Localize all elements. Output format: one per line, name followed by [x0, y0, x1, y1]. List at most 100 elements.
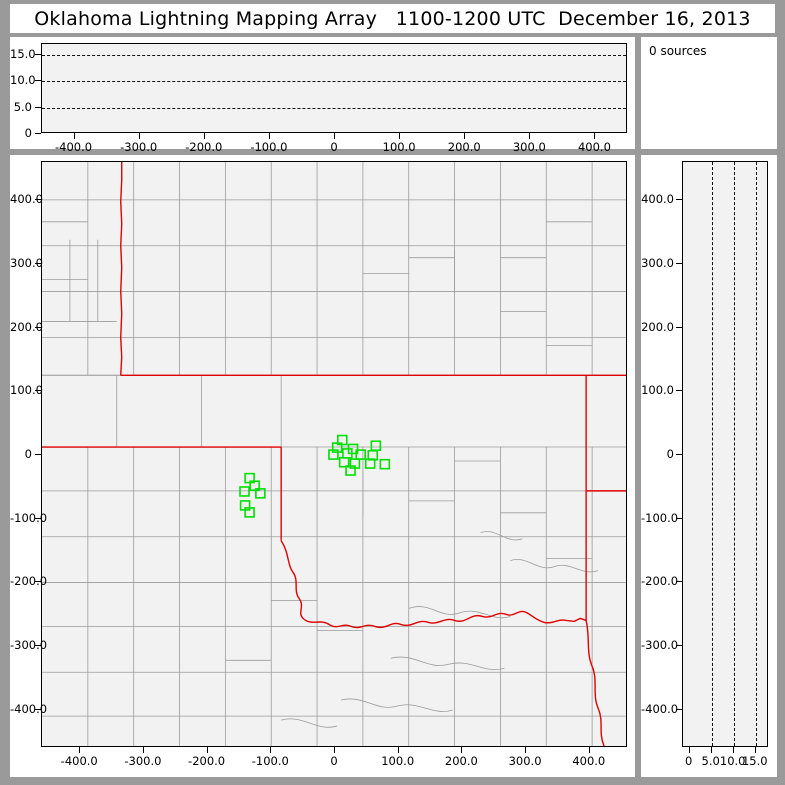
- y-tick: [35, 80, 41, 82]
- y-tick-label: 300.0: [641, 255, 674, 270]
- x-tick-label: -200.0: [188, 754, 226, 768]
- y-tick: [676, 645, 682, 647]
- title-bar: Oklahoma Lightning Mapping Array 1100-12…: [10, 4, 775, 33]
- x-tick: [529, 133, 531, 139]
- x-tick-label: 200.0: [444, 754, 478, 768]
- lightning-source-marker: [355, 449, 366, 460]
- y-tick: [35, 326, 41, 328]
- county-boundaries: [42, 162, 626, 746]
- x-tick: [206, 747, 208, 753]
- y-tick-label: -300.0: [641, 638, 679, 653]
- y-tick-label: 400.0: [641, 192, 674, 207]
- x-tick: [203, 133, 205, 139]
- y-tick-label: -200.0: [641, 574, 679, 589]
- altitude-histogram-plot[interactable]: [682, 161, 768, 747]
- y-tick-label: -400.0: [10, 701, 48, 716]
- y-tick: [676, 708, 682, 710]
- y-tick-label: -100.0: [641, 510, 679, 525]
- x-tick-label: -400.0: [55, 140, 93, 154]
- y-tick-label: 0: [24, 126, 32, 140]
- x-tick-label: 100.0: [381, 754, 415, 768]
- x-tick-label: 5.0: [701, 754, 720, 768]
- x-tick-label: 0: [330, 754, 338, 768]
- x-tick: [732, 747, 734, 753]
- y-tick-label: 0: [24, 447, 32, 461]
- y-tick: [35, 581, 41, 583]
- y-tick: [35, 133, 41, 134]
- x-tick: [268, 133, 270, 139]
- y-tick-label: 100.0: [10, 383, 43, 398]
- sources-count-label: 0 sources: [649, 44, 707, 58]
- y-tick: [676, 199, 682, 201]
- x-tick: [138, 133, 140, 139]
- lightning-source-marker: [239, 486, 250, 497]
- x-tick: [525, 747, 527, 753]
- y-tick: [676, 326, 682, 328]
- time-altitude-panel: 0 5.0 10.0 15.0 -400.0 -300.0 -200.0 -100.0 0 10…: [10, 37, 635, 154]
- lightning-source-marker: [244, 507, 255, 518]
- gridline-vertical: [711, 162, 713, 746]
- lightning-source-marker: [249, 480, 260, 491]
- y-tick-label: 100.0: [641, 383, 674, 398]
- lightning-source-marker: [255, 488, 266, 499]
- page-title: Oklahoma Lightning Mapping Array 1100-12…: [34, 7, 751, 30]
- lightning-source-marker: [370, 440, 382, 452]
- x-tick: [142, 747, 144, 753]
- map-panel: -400.0 -300.0 -200.0 -100.0 0 100.0 200.0 300.0…: [10, 155, 635, 777]
- lightning-source-marker: [338, 456, 350, 468]
- x-tick-label: -400.0: [60, 754, 98, 768]
- y-tick: [35, 708, 41, 710]
- y-tick-label: 10.0: [10, 73, 36, 88]
- x-tick-label: 10.0: [719, 754, 746, 768]
- altitude-histogram-panel: -400.0 -300.0 -200.0 -100.0 0 100.0 200.0 300.0…: [641, 155, 777, 777]
- x-tick-label: 300.0: [508, 754, 542, 768]
- y-tick-label: 400.0: [10, 192, 43, 207]
- x-tick-label: -300.0: [120, 140, 158, 154]
- x-tick-label: 300.0: [512, 140, 546, 154]
- y-tick: [676, 390, 682, 392]
- x-tick-label: 0: [330, 140, 338, 154]
- gridline-vertical: [755, 162, 757, 746]
- x-tick-label: -300.0: [124, 754, 162, 768]
- y-tick: [35, 454, 41, 455]
- x-tick-label: 100.0: [382, 140, 416, 154]
- y-tick-label: -300.0: [10, 638, 48, 653]
- time-altitude-plot[interactable]: [41, 43, 627, 133]
- y-tick: [35, 262, 41, 264]
- gridline-horizontal: [42, 54, 626, 56]
- y-tick-label: -200.0: [10, 574, 48, 589]
- y-tick: [35, 645, 41, 647]
- lightning-source-marker: [345, 465, 356, 476]
- x-tick: [461, 747, 463, 753]
- y-tick-label: -400.0: [641, 701, 679, 716]
- x-tick-label: -100.0: [250, 140, 288, 154]
- x-tick-label: 400.0: [572, 754, 606, 768]
- x-tick: [710, 747, 712, 753]
- x-tick: [688, 747, 690, 753]
- y-tick: [676, 517, 682, 519]
- x-tick-label: -100.0: [251, 754, 289, 768]
- x-tick: [397, 747, 399, 753]
- map-svg: [42, 162, 626, 746]
- map-plot[interactable]: [41, 161, 627, 747]
- lightning-source-marker: [379, 458, 391, 470]
- x-tick: [79, 747, 81, 753]
- y-tick: [35, 390, 41, 392]
- y-tick-label: -100.0: [10, 510, 48, 525]
- y-tick: [35, 517, 41, 519]
- y-tick: [676, 581, 682, 583]
- gridline-horizontal: [42, 81, 626, 83]
- gridline-horizontal: [42, 107, 626, 109]
- x-tick-label: 0: [684, 754, 693, 768]
- state-boundaries: [42, 162, 626, 746]
- y-tick: [676, 454, 682, 455]
- y-tick-label: 200.0: [641, 319, 674, 334]
- x-tick: [334, 133, 335, 139]
- sources-panel: 0 sources: [641, 37, 777, 149]
- lightning-source-marker: [364, 458, 376, 469]
- x-tick: [464, 133, 466, 139]
- x-tick-label: -200.0: [185, 140, 223, 154]
- x-tick: [334, 747, 335, 753]
- x-tick: [73, 133, 75, 139]
